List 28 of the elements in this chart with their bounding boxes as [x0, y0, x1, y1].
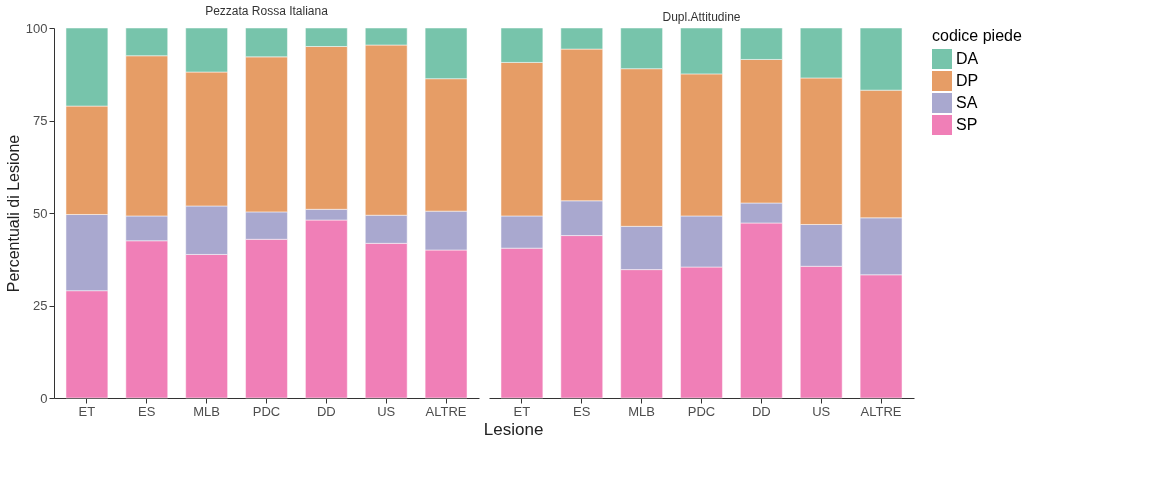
- x-tick-label: ET: [513, 403, 531, 419]
- x-tick-label: ALTRE: [425, 403, 467, 419]
- x-tick-label: MLB: [628, 403, 656, 419]
- x-tick-label: US: [377, 403, 396, 419]
- x-tick-label: PDC: [252, 403, 281, 419]
- chart-title: Pezzata Rossa Italiana: [205, 4, 329, 18]
- legend-label: SP: [956, 116, 978, 133]
- x-tick-label: MLB: [193, 403, 221, 419]
- x-tick-label: ES: [138, 403, 156, 419]
- x-tick-label: PDC: [687, 403, 716, 419]
- legend-label: SA: [956, 94, 978, 111]
- y-tick-label: 75: [33, 113, 48, 128]
- x-tick-label: ES: [573, 403, 591, 419]
- legend-title: codice piede: [932, 27, 1022, 44]
- x-tick-label: ALTRE: [860, 403, 902, 419]
- legend-label: DP: [956, 72, 979, 89]
- y-tick-label: 25: [33, 298, 48, 313]
- x-tick-label: US: [812, 403, 831, 419]
- x-axis-title: Lesione: [483, 420, 544, 439]
- x-tick-label: ET: [78, 403, 96, 419]
- x-tick-label: DD: [316, 403, 336, 419]
- legend-label: DA: [956, 50, 979, 67]
- y-tick-label: 50: [33, 205, 48, 221]
- y-tick-label: 0: [40, 390, 48, 406]
- x-tick-label: DD: [751, 403, 771, 419]
- y-tick-label: 100: [25, 20, 48, 36]
- y-axis-title: Percentuali di Lesione: [4, 134, 22, 293]
- chart-title: Dupl.Attitudine: [662, 9, 741, 24]
